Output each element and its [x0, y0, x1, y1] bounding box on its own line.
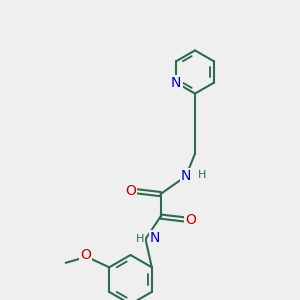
Text: H: H: [198, 169, 207, 180]
Text: O: O: [80, 248, 91, 262]
Text: N: N: [181, 169, 191, 183]
Text: H: H: [136, 233, 144, 244]
Text: N: N: [150, 232, 160, 245]
Text: N: N: [171, 76, 181, 90]
Text: O: O: [185, 213, 196, 226]
Text: O: O: [125, 184, 136, 198]
